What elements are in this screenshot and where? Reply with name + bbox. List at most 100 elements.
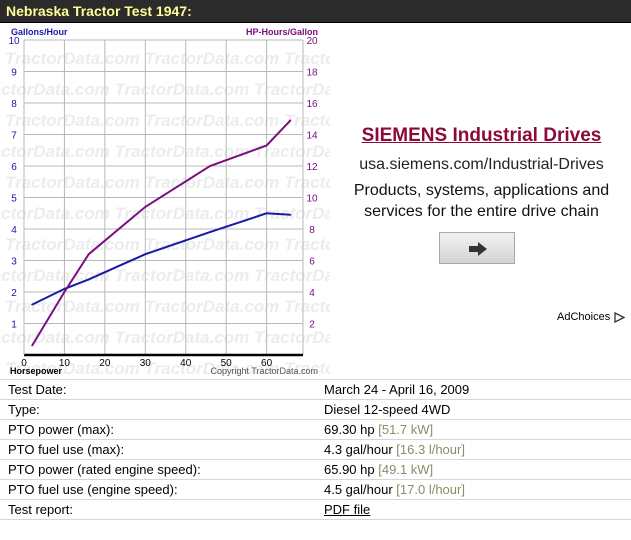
data-point	[87, 253, 90, 255]
x-tick-label: 60	[261, 358, 273, 369]
spec-metric: [16.3 l/hour]	[396, 442, 465, 457]
data-point	[31, 303, 33, 306]
series-line-1	[31, 212, 291, 306]
spec-label: Test report:	[0, 499, 324, 520]
y-right-axis-title: HP-Hours/Gallon	[246, 27, 318, 37]
y-left-tick-label: 2	[11, 288, 17, 299]
data-point	[209, 231, 211, 233]
spec-label: PTO power (rated engine speed):	[0, 459, 324, 480]
table-row: PTO fuel use (max): 4.3 gal/hour [16.3 l…	[0, 439, 631, 460]
table-row: Type: Diesel 12-speed 4WD	[0, 399, 631, 420]
ad-arrow-button[interactable]	[439, 232, 515, 264]
watermark-text: TractorData.com TractorData.com TractorD…	[0, 328, 330, 347]
copyright-label: Copyright TractorData.com	[210, 366, 318, 376]
page-title: Nebraska Tractor Test 1947:	[6, 3, 192, 19]
spec-value-text: March 24 - April 16, 2009	[324, 382, 470, 397]
y-left-tick-label: 10	[8, 36, 20, 47]
watermark-text: TractorData.com TractorData.com TractorD…	[0, 80, 330, 99]
table-row: PTO fuel use (engine speed): 4.5 gal/hou…	[0, 479, 631, 500]
watermark-text: TractorData.com TractorData.com TractorD…	[5, 235, 330, 254]
y-right-tick-label: 2	[309, 320, 315, 331]
spec-label: PTO power (max):	[0, 419, 324, 440]
x-tick-label: 40	[180, 358, 192, 369]
spec-value: 4.5 gal/hour [17.0 l/hour]	[324, 479, 631, 500]
spec-value-text: 69.30 hp	[324, 422, 375, 437]
ad-title-link[interactable]: SIEMENS Industrial Drives	[361, 125, 602, 146]
spec-value: PDF file	[324, 499, 631, 520]
data-point	[265, 212, 268, 215]
spec-value-text: 65.90 hp	[324, 462, 375, 477]
ad-url[interactable]: usa.siemens.com/Industrial-Drives	[359, 156, 604, 173]
spec-value: March 24 - April 16, 2009	[324, 379, 631, 400]
y-left-tick-label: 9	[11, 68, 17, 79]
ad-description: Products, systems, applications and serv…	[353, 182, 610, 220]
watermark-text: TractorData.com TractorData.com TractorD…	[0, 142, 330, 161]
data-point	[31, 344, 33, 347]
y-right-tick-label: 6	[309, 257, 315, 268]
watermark-text: TractorData.com TractorData.com TractorD…	[0, 266, 330, 285]
watermark-text: TractorData.com TractorData.com TractorD…	[0, 204, 330, 223]
spec-value: 69.30 hp [51.7 kW]	[324, 419, 631, 440]
page-header: Nebraska Tractor Test 1947:	[0, 0, 631, 23]
data-point	[289, 214, 292, 216]
table-row: PTO power (rated engine speed): 65.90 hp…	[0, 459, 631, 480]
y-right-tick-label: 20	[306, 36, 318, 47]
y-left-tick-label: 5	[11, 194, 17, 205]
data-point	[63, 291, 66, 293]
spec-value-text: 4.5 gal/hour	[324, 482, 393, 497]
table-row: Test Date: March 24 - April 16, 2009	[0, 379, 631, 400]
y-left-tick-label: 4	[11, 225, 17, 236]
pdf-file-link[interactable]: PDF file	[324, 502, 371, 517]
spec-label: PTO fuel use (engine speed):	[0, 479, 324, 500]
data-point	[63, 288, 66, 290]
chart-svg: TractorData.com TractorData.com TractorD…	[0, 27, 330, 378]
data-point	[209, 165, 211, 167]
y-left-tick-label: 8	[11, 99, 17, 110]
spec-metric: [49.1 kW]	[378, 462, 434, 477]
watermark-text: TractorData.com TractorData.com TractorD…	[5, 111, 330, 130]
adchoices-label[interactable]: AdChoices	[557, 311, 611, 323]
y-right-tick-label: 4	[309, 288, 315, 299]
spec-value-text: 4.3 gal/hour	[324, 442, 393, 457]
spec-label: Type:	[0, 399, 324, 420]
adchoices-icon[interactable]	[614, 312, 625, 323]
y-right-tick-label: 12	[306, 162, 318, 173]
y-right-tick-label: 16	[306, 99, 318, 110]
x-axis-title: Horsepower	[10, 366, 63, 376]
watermark-text: TractorData.com TractorData.com TractorD…	[5, 173, 330, 192]
y-left-tick-label: 3	[11, 257, 17, 268]
x-tick-label: 30	[140, 358, 152, 369]
y-right-tick-label: 14	[306, 131, 318, 142]
spec-table: Test Date: March 24 - April 16, 2009 Typ…	[0, 379, 631, 520]
x-tick-label: 20	[99, 358, 111, 369]
ad-panel: SIEMENS Industrial Drives usa.siemens.co…	[332, 22, 631, 378]
table-row: PTO power (max): 69.30 hp [51.7 kW]	[0, 419, 631, 440]
spec-value: 65.90 hp [49.1 kW]	[324, 459, 631, 480]
y-right-tick-label: 18	[306, 68, 318, 79]
spec-metric: [51.7 kW]	[378, 422, 434, 437]
watermark-text: TractorData.com TractorData.com TractorD…	[5, 297, 330, 316]
spec-metric: [17.0 l/hour]	[396, 482, 465, 497]
table-row: Test report: PDF file	[0, 499, 631, 520]
watermark-text: TractorData.com TractorData.com TractorD…	[5, 359, 330, 378]
spec-value: Diesel 12-speed 4WD	[324, 399, 631, 420]
y-right-tick-label: 10	[306, 194, 318, 205]
y-right-tick-label: 8	[309, 225, 315, 236]
y-left-tick-label: 1	[11, 320, 17, 331]
data-point	[265, 144, 268, 147]
arrow-right-icon	[469, 242, 487, 256]
x-tick-label: 50	[221, 358, 233, 369]
data-point	[87, 278, 90, 281]
spec-label: Test Date:	[0, 379, 324, 400]
y-left-tick-label: 7	[11, 131, 17, 142]
spec-value: 4.3 gal/hour [16.3 l/hour]	[324, 439, 631, 460]
data-point	[289, 119, 292, 122]
x-tick-label: 0	[21, 358, 27, 369]
data-point	[144, 253, 147, 255]
x-tick-label: 10	[59, 358, 71, 369]
fuel-chart: TractorData.com TractorData.com TractorD…	[0, 22, 330, 378]
watermark-text: TractorData.com TractorData.com TractorD…	[5, 49, 330, 68]
spec-value-text: Diesel 12-speed 4WD	[324, 402, 451, 417]
y-left-tick-label: 6	[11, 162, 17, 173]
data-point	[144, 206, 147, 208]
